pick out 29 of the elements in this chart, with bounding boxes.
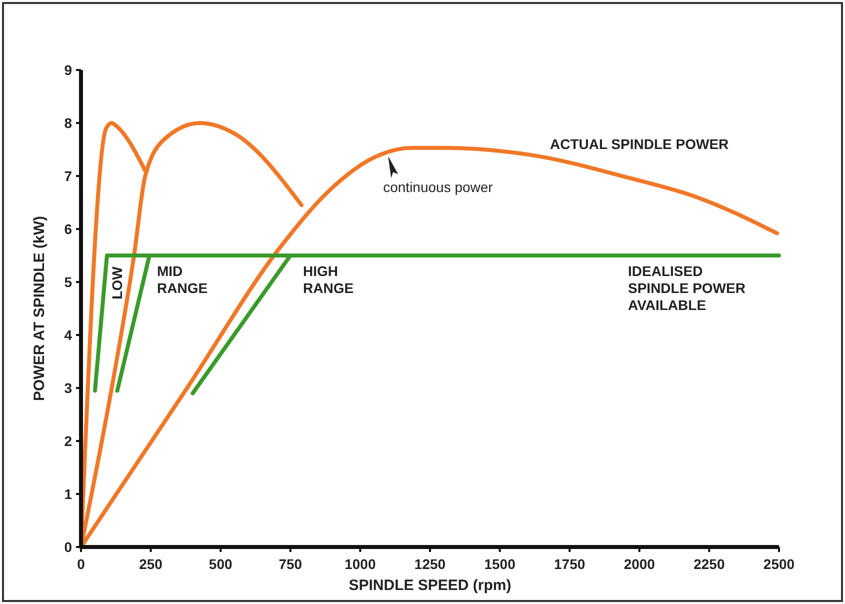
annotation: HIGH RANGE [303, 263, 354, 296]
annotation: IDEALISED SPINDLE POWER AVAILABLE [628, 263, 746, 313]
annotation: MID RANGE [157, 263, 208, 296]
x-tick-label: 1750 [554, 556, 586, 572]
x-tick-label: 500 [208, 556, 232, 572]
annotation: continuous power [383, 179, 494, 196]
x-tick-label: 1250 [414, 556, 446, 572]
y-tick-label: 0 [64, 539, 72, 555]
annotation: LOW [109, 266, 125, 300]
y-tick-label: 6 [64, 221, 72, 237]
x-tick-label: 0 [77, 556, 86, 572]
x-tick-label: 2500 [763, 556, 795, 572]
y-axis-title: POWER AT SPINDLE (kW) [31, 216, 48, 401]
x-tick-label: 750 [278, 556, 302, 572]
y-tick-label: 2 [64, 433, 72, 449]
x-axis-title: SPINDLE SPEED (rpm) [348, 577, 512, 594]
x-tick-label: 250 [139, 556, 163, 572]
x-tick-label: 2250 [694, 556, 725, 572]
annotation: ACTUAL SPINDLE POWER [550, 136, 729, 152]
y-tick-label: 8 [64, 115, 72, 131]
x-tick-label: 2000 [624, 556, 656, 572]
y-tick-label: 7 [64, 168, 72, 184]
x-tick-label: 1500 [484, 556, 516, 572]
y-tick-label: 9 [64, 62, 72, 78]
y-tick-label: 3 [64, 380, 72, 396]
y-tick-label: 5 [64, 274, 72, 290]
y-tick-label: 4 [64, 327, 72, 343]
x-tick-label: 1000 [344, 556, 376, 572]
y-tick-label: 1 [64, 486, 72, 502]
